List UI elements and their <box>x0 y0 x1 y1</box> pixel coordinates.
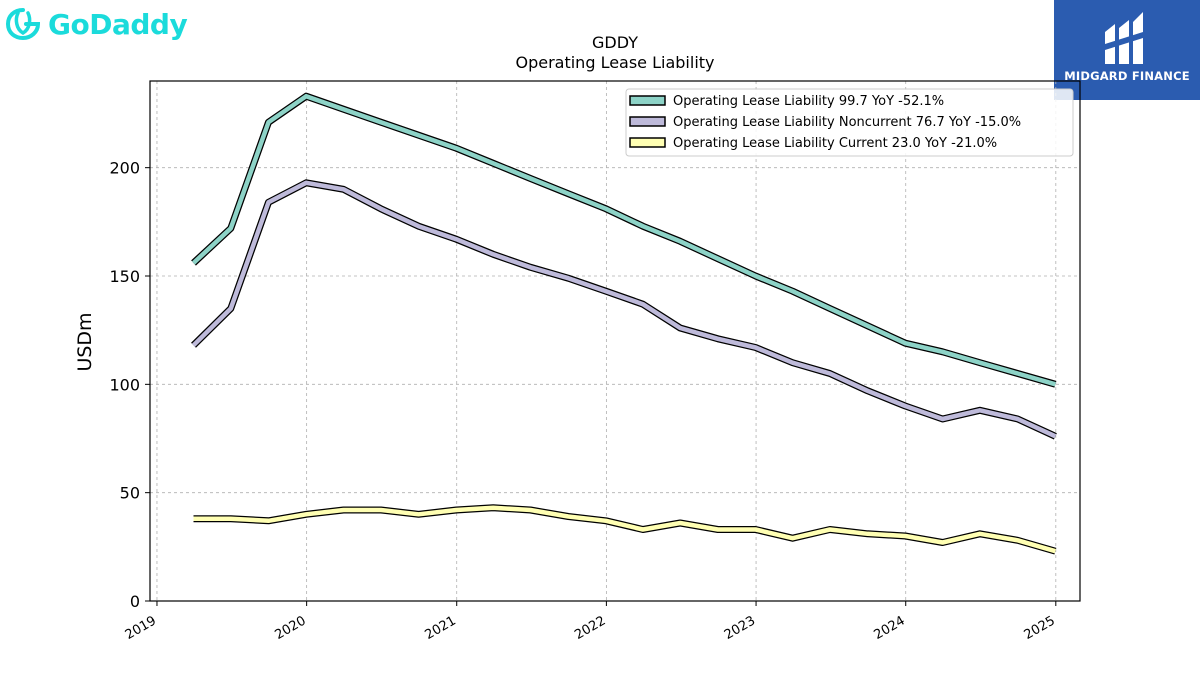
chart-subtitle: Operating Lease Liability <box>515 53 714 72</box>
legend: Operating Lease Liability 99.7 YoY -52.1… <box>625 88 1074 157</box>
series-lines <box>191 92 1057 555</box>
legend-entry: Operating Lease Liability Current 23.0 Y… <box>673 136 997 151</box>
midgard-mark-icon <box>1105 12 1143 64</box>
legend-box <box>625 88 1074 157</box>
legend-swatch <box>629 116 666 127</box>
series-line-2 <box>193 505 1057 554</box>
x-tick-label: 2022 <box>572 613 608 643</box>
midgard-brand-text: MIDGARD FINANCE <box>1064 69 1190 83</box>
legend-entry: Operating Lease Liability 99.7 YoY -52.1… <box>673 94 944 109</box>
x-tick-label: 2024 <box>872 613 908 643</box>
axes: 0 50 100 150 200 2019 2020 2021 2022 2023 2024 2025 <box>109 159 1057 643</box>
y-tick-label: 0 <box>130 592 140 611</box>
x-tick-label: 2019 <box>123 613 159 643</box>
godaddy-mark-icon <box>5 8 41 41</box>
series-line-0 <box>191 93 1057 387</box>
midgard-finance-logo: MIDGARD FINANCE <box>1054 0 1200 100</box>
x-tick-label: 2023 <box>722 613 758 643</box>
y-tick-label: 200 <box>109 159 140 178</box>
plot-area <box>149 80 1081 602</box>
y-tick-label: 100 <box>109 375 140 394</box>
chart-title: GDDY <box>592 33 638 52</box>
x-tick-label: 2021 <box>423 613 459 643</box>
godaddy-wordmark: GoDaddy <box>48 7 188 41</box>
legend-entry: Operating Lease Liability Noncurrent 76.… <box>673 115 1021 130</box>
x-tick-label: 2020 <box>272 613 308 643</box>
x-tick-label: 2025 <box>1022 613 1058 643</box>
y-tick-label: 50 <box>120 484 140 503</box>
godaddy-logo: GoDaddy <box>4 4 188 44</box>
series-line-1 <box>191 180 1057 439</box>
legend-swatch <box>629 137 666 148</box>
legend-swatch <box>629 95 666 106</box>
y-tick-label: 150 <box>109 267 140 286</box>
y-axis-label: USDm <box>74 312 96 371</box>
